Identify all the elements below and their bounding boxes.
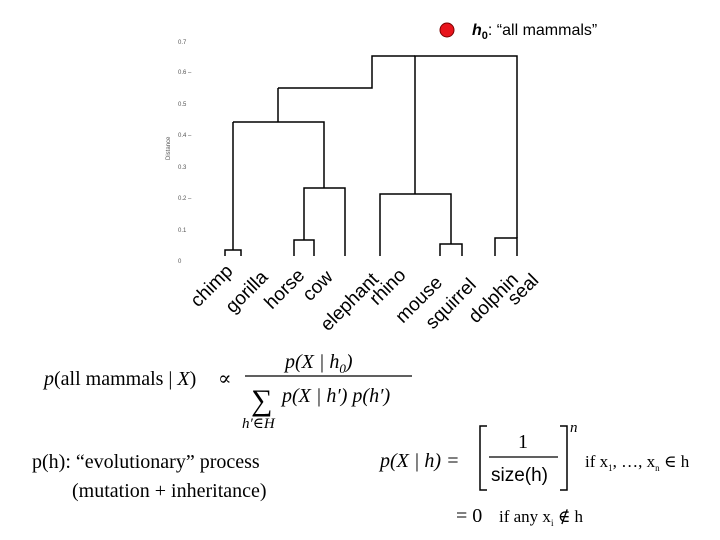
likelihood-denominator: size(h) — [491, 465, 548, 486]
axis-tick: 0 — [178, 259, 182, 265]
axis-label: Distance — [166, 136, 172, 160]
right-bracket — [560, 425, 568, 491]
axis-tick: 0.7 — [178, 40, 187, 46]
posterior-denominator: p(X | h′) p(h′) — [280, 385, 390, 407]
axis-tick: 0.2 – — [178, 196, 192, 202]
hypothesis-marker — [439, 22, 455, 38]
propto-symbol: ∝ — [218, 368, 232, 390]
sum-index: h′∈H — [242, 416, 276, 432]
posterior-numerator: p(X | h0) — [283, 351, 353, 376]
hypothesis-label: h0: “all mammals” — [472, 22, 597, 42]
likelihood-lhs: p(X | h) = — [378, 450, 460, 472]
likelihood-formula: p(X | h) = 1 size(h) n if x1, …, xn ∈ h … — [378, 420, 690, 528]
posterior-lhs: p(all mammals | X) — [42, 368, 196, 390]
axis-tick: 0.5 — [178, 102, 187, 108]
distance-axis: 0.7 0.6 – 0.5 0.4 – 0.3 0.2 – 0.1 0 Dist… — [166, 40, 192, 265]
branch-right-clade — [414, 55, 518, 238]
axis-tick: 0.6 – — [178, 70, 192, 76]
dendrogram — [224, 55, 518, 256]
branch-horse-cow — [293, 239, 315, 256]
likelihood-exponent: n — [570, 420, 578, 436]
likelihood-zero: = 0 — [456, 505, 482, 527]
branch-marine — [494, 237, 518, 256]
branch-ungulates-elephant — [303, 187, 346, 256]
prior-line-1: p(h): “evolutionary” process — [32, 451, 260, 473]
likelihood-condition-2: if any xi ∉ h — [499, 507, 584, 528]
posterior-formula: p(all mammals | X) ∝ p(X | h0) ∑ p(X | h… — [42, 351, 412, 432]
likelihood-numerator: 1 — [518, 431, 528, 453]
leaf-labels: chimp gorilla horse cow elephant rhino m… — [187, 261, 543, 336]
likelihood-condition-1: if x1, …, xn ∈ h — [585, 452, 690, 473]
axis-tick: 0.1 — [178, 228, 187, 234]
axis-tick: 0.3 — [178, 165, 187, 171]
prior-description: p(h): “evolutionary” process (mutation +… — [32, 451, 267, 502]
prior-line-2: (mutation + inheritance) — [72, 480, 267, 502]
branch-rodents — [439, 243, 463, 256]
sum-symbol: ∑ — [251, 384, 272, 417]
axis-tick: 0.4 – — [178, 133, 192, 139]
left-bracket — [479, 425, 487, 491]
branch-primates-ungulates — [233, 121, 325, 188]
leaf-label: cow — [299, 267, 338, 306]
branch-root-join — [278, 55, 415, 89]
branch-primates — [224, 249, 242, 256]
